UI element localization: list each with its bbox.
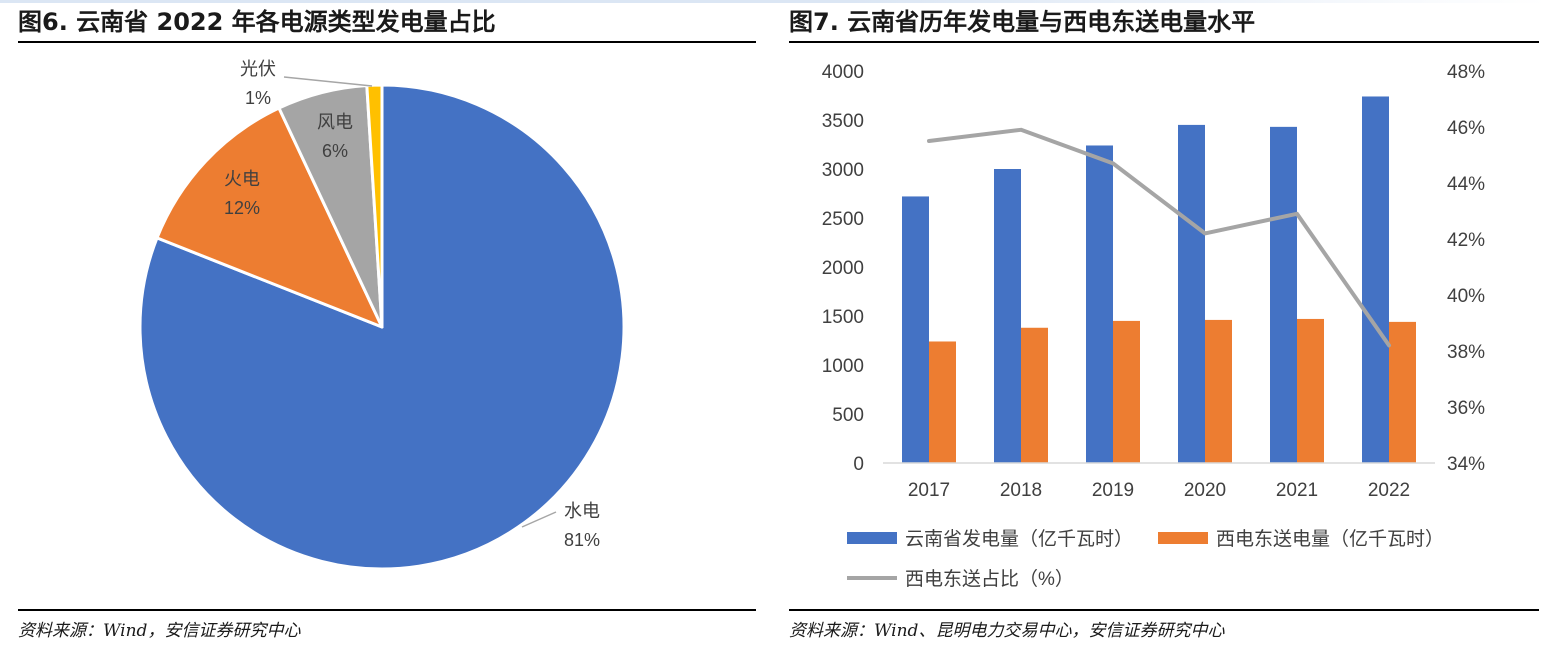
x-axis-tick-label: 2022 (1368, 480, 1410, 501)
bar-title-rule (789, 41, 1539, 43)
pie-slice-1 (155, 106, 384, 329)
y2-axis-tick-label: 40% (1447, 286, 1485, 307)
x-axis-tick-label: 2018 (1000, 480, 1042, 501)
pie-chart-panel: 图6. 云南省 2022 年各电源类型发电量占比 水电 81% 火电 12% 风电 6% 光… (0, 0, 770, 653)
y-axis-tick-label: 1000 (822, 356, 864, 377)
x-axis-tick-label: 2020 (1184, 480, 1226, 501)
bar-1-2018 (1021, 327, 1048, 463)
bar-1-2019 (1113, 320, 1140, 463)
bar-chart-panel: 图7. 云南省历年发电量与西电东送电量水平 0 500 1000 1500 2000 25… (783, 0, 1547, 653)
y-axis-tick-label: 0 (853, 454, 864, 475)
bar-0-2018 (994, 169, 1021, 463)
bar-0-2021 (1270, 126, 1297, 464)
pie-source-note: 资料来源：Wind，安信证券研究中心 (18, 621, 301, 641)
pie-title-rule (18, 41, 756, 43)
top-accent-bar (0, 0, 1547, 3)
pie-slice-value-3: 1% (245, 88, 271, 108)
legend-swatch-0 (847, 532, 897, 544)
legend-label-1: 西电东送电量（亿千瓦时） (1216, 528, 1444, 550)
pie-slice-name-3: 光伏 (240, 59, 276, 79)
y2-axis-tick-label: 36% (1447, 398, 1485, 419)
legend-label-2: 西电东送占比（%） (905, 568, 1074, 590)
pie-source-rule (18, 609, 756, 611)
y-axis-tick-label: 2500 (822, 209, 864, 230)
y2-axis-tick-label: 46% (1447, 118, 1485, 139)
bar-0-2020 (1178, 124, 1205, 464)
pie-leader-line-0 (521, 511, 557, 528)
bar-0-2022 (1362, 96, 1389, 463)
y2-axis-tick-label: 34% (1447, 454, 1485, 475)
bar-figure-title: 图7. 云南省历年发电量与西电东送电量水平 (789, 8, 1256, 36)
y-axis-tick-label: 3500 (822, 111, 864, 132)
y-axis-tick-label: 500 (832, 405, 864, 426)
y-axis-tick-label: 4000 (822, 62, 864, 83)
pie-slice-name-2: 风电 (317, 112, 353, 132)
bar-0-2019 (1086, 145, 1113, 464)
bar-source-rule (789, 609, 1539, 611)
legend-swatch-1 (1158, 532, 1208, 544)
y2-axis-tick-label: 44% (1447, 174, 1485, 195)
bar-0-2017 (902, 196, 929, 463)
pie-figure-title: 图6. 云南省 2022 年各电源类型发电量占比 (18, 8, 496, 36)
bar-1-2022 (1389, 321, 1416, 463)
pie-slice-value-1: 12% (224, 198, 260, 218)
bar-1-2017 (929, 341, 956, 463)
bar-1-2020 (1205, 319, 1232, 463)
pie-chart: 水电 81% 火电 12% 风电 6% 光伏 1% (138, 59, 626, 571)
pie-slice-value-0: 81% (564, 530, 600, 550)
pie-slice-name-0: 水电 (564, 501, 600, 521)
pie-slice-name-1: 火电 (224, 169, 260, 189)
pie-slice-value-2: 6% (322, 141, 348, 161)
pie-slice-0 (138, 83, 626, 571)
pie-leader-line-3 (283, 76, 373, 87)
y-axis-tick-label: 1500 (822, 307, 864, 328)
line-series-share (927, 127, 1391, 348)
bar-1-2021 (1297, 318, 1324, 463)
y2-axis-tick-label: 48% (1447, 62, 1485, 83)
y2-axis-tick-label: 42% (1447, 230, 1485, 251)
bar-source-note: 资料来源：Wind、昆明电力交易中心，安信证券研究中心 (789, 621, 1225, 641)
legend-label-0: 云南省发电量（亿千瓦时） (905, 528, 1133, 550)
x-axis-tick-label: 2017 (908, 480, 950, 501)
x-axis-tick-label: 2019 (1092, 480, 1134, 501)
x-axis-tick-label: 2021 (1276, 480, 1318, 501)
y-axis-tick-label: 3000 (822, 160, 864, 181)
y-axis-tick-label: 2000 (822, 258, 864, 279)
combo-chart: 0 500 1000 1500 2000 2500 3000 3500 4000 34% 36% 38… (822, 62, 1485, 590)
y2-axis-tick-label: 38% (1447, 342, 1485, 363)
